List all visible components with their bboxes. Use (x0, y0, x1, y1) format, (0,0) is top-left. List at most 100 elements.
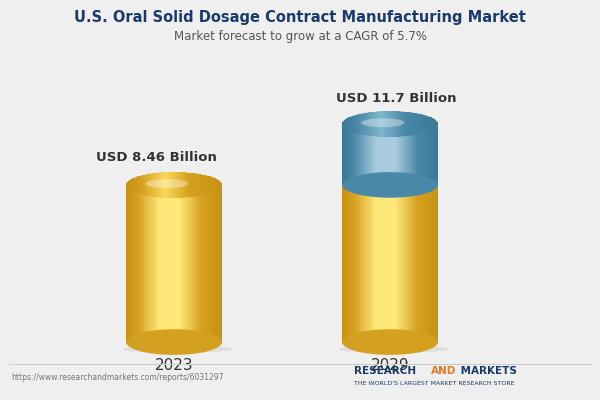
Bar (130, 185, 131, 344)
Bar (137, 176, 139, 193)
Bar (136, 185, 137, 344)
Bar (367, 185, 368, 344)
Bar (397, 185, 398, 344)
Bar (435, 120, 436, 128)
Bar (198, 185, 199, 344)
Bar (210, 185, 211, 344)
Ellipse shape (126, 329, 222, 355)
Bar (377, 185, 378, 344)
Bar (419, 124, 420, 185)
Bar (393, 111, 395, 137)
Bar (352, 116, 353, 132)
Bar (396, 124, 397, 185)
Bar (411, 112, 412, 136)
Bar (385, 185, 386, 344)
Bar (174, 185, 175, 344)
Bar (383, 111, 385, 137)
Bar (344, 120, 345, 128)
Bar (178, 185, 179, 344)
Bar (140, 176, 142, 194)
Bar (150, 185, 151, 344)
Bar (185, 172, 187, 197)
Text: 2029: 2029 (371, 358, 409, 373)
Bar (373, 112, 374, 136)
Bar (182, 172, 184, 198)
Bar (434, 185, 436, 344)
Bar (389, 124, 390, 185)
Bar (143, 185, 144, 344)
Bar (163, 172, 164, 198)
Bar (206, 185, 208, 344)
Bar (418, 185, 419, 344)
Bar (162, 185, 163, 344)
Bar (400, 124, 401, 185)
Bar (137, 185, 138, 344)
Bar (425, 124, 426, 185)
Bar (169, 172, 171, 198)
Bar (147, 174, 148, 196)
Bar (203, 185, 204, 344)
Bar (368, 185, 370, 344)
Bar (366, 113, 368, 135)
Bar (383, 185, 384, 344)
Bar (344, 185, 346, 344)
Bar (379, 185, 380, 344)
Bar (342, 124, 343, 185)
Bar (186, 185, 187, 344)
Bar (196, 174, 198, 196)
Bar (343, 185, 344, 344)
Bar (204, 185, 205, 344)
Text: AND: AND (431, 366, 456, 376)
Bar (218, 185, 220, 344)
Bar (416, 124, 418, 185)
Bar (389, 185, 390, 344)
Bar (143, 175, 145, 195)
Bar (421, 185, 422, 344)
Ellipse shape (126, 172, 222, 198)
Bar (153, 173, 155, 196)
Bar (428, 124, 430, 185)
Bar (161, 185, 162, 344)
Bar (361, 114, 363, 134)
Bar (362, 185, 364, 344)
Bar (382, 124, 383, 185)
Bar (134, 178, 136, 192)
Bar (406, 124, 407, 185)
Ellipse shape (361, 118, 404, 127)
Bar (156, 185, 157, 344)
Bar (350, 185, 352, 344)
Bar (358, 124, 359, 185)
Bar (215, 179, 217, 191)
Bar (391, 185, 392, 344)
Bar (212, 185, 214, 344)
Bar (134, 185, 136, 344)
Bar (179, 172, 181, 198)
Bar (350, 117, 352, 131)
Bar (358, 114, 359, 134)
Bar (354, 124, 355, 185)
Bar (217, 185, 218, 344)
Bar (408, 185, 409, 344)
Bar (128, 185, 130, 344)
Bar (346, 124, 347, 185)
Bar (131, 185, 132, 344)
Bar (395, 185, 396, 344)
Bar (392, 124, 394, 185)
Bar (158, 185, 160, 344)
Bar (416, 185, 418, 344)
Bar (422, 185, 424, 344)
Bar (348, 185, 349, 344)
Bar (344, 124, 346, 185)
Bar (431, 118, 433, 130)
Bar (417, 114, 419, 134)
Bar (364, 185, 365, 344)
Bar (376, 124, 377, 185)
Bar (193, 185, 194, 344)
Bar (436, 185, 437, 344)
Bar (199, 185, 200, 344)
Bar (355, 124, 356, 185)
Bar (384, 124, 385, 185)
Bar (422, 115, 424, 133)
Bar (184, 172, 185, 198)
Bar (424, 115, 425, 133)
